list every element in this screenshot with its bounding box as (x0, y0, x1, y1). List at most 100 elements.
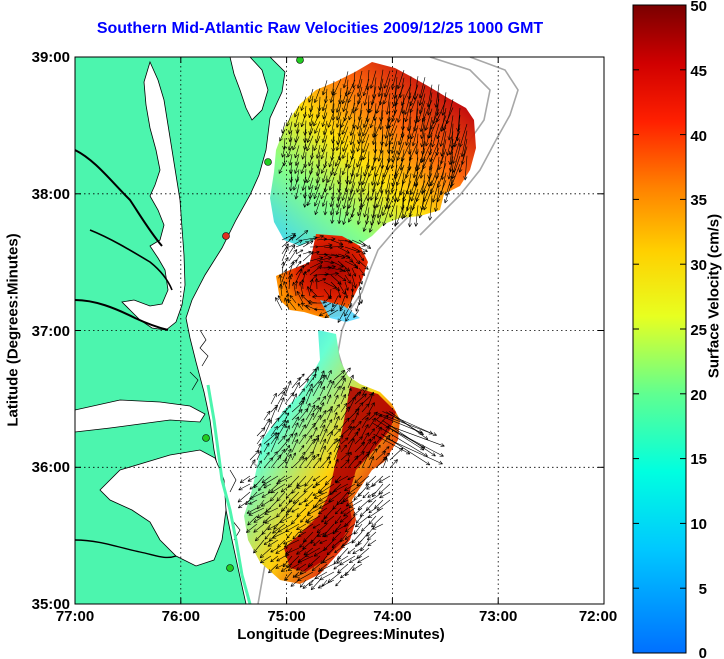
velocity-arrow (287, 275, 292, 290)
velocity-arrow (312, 475, 321, 482)
velocity-arrow (347, 483, 363, 495)
velocity-arrow (459, 123, 468, 148)
velocity-arrow (367, 539, 377, 547)
velocity-arrow (296, 563, 307, 571)
velocity-arrow (299, 579, 307, 588)
velocity-arrow (319, 539, 328, 544)
velocity-arrow (326, 380, 335, 397)
y-tick-label: 38:00 (32, 186, 70, 203)
velocity-arrow (305, 451, 315, 461)
velocity-arrow (333, 375, 345, 389)
velocity-arrow (354, 539, 363, 547)
velocity-arrow (290, 579, 300, 587)
velocity-arrow (281, 269, 288, 283)
velocity-arrow (382, 457, 388, 469)
velocity-arrow (362, 134, 370, 153)
velocity-arrow (272, 523, 286, 534)
velocity-arrow (291, 456, 305, 469)
velocity-arrow (361, 453, 370, 469)
velocity-arrow (296, 547, 307, 555)
velocity-arrow (335, 191, 342, 208)
velocity-arrow (373, 412, 423, 434)
station-marker (264, 158, 272, 166)
velocity-arrow (314, 200, 321, 215)
velocity-arrow (351, 274, 357, 289)
velocity-arrow (337, 281, 346, 295)
velocity-arrow (347, 87, 356, 104)
velocity-arrow (247, 515, 258, 526)
albemarle-sound (75, 399, 206, 433)
velocity-arrow (340, 110, 349, 128)
velocity-arrow (349, 126, 356, 146)
velocity-arrow (324, 309, 339, 319)
velocity-arrow (403, 196, 412, 219)
velocity-arrow (434, 188, 440, 212)
velocity-arrow (333, 370, 346, 381)
velocity-arrow (308, 105, 314, 119)
velocity-arrow (380, 433, 431, 466)
velocity-arrow (361, 126, 370, 144)
velocity-arrow (319, 374, 327, 389)
velocity-arrow (312, 294, 325, 299)
velocity-arrow (288, 121, 293, 135)
velocity-arrow (309, 278, 314, 290)
velocity-arrow (333, 415, 340, 429)
velocity-arrow (384, 116, 391, 139)
velocity-arrow (300, 96, 307, 111)
velocity-arrow (263, 483, 272, 489)
velocity-arrow (361, 438, 372, 453)
y-axis-label: Latitude (Degrees:Minutes) (4, 233, 22, 427)
velocity-arrow (313, 547, 328, 557)
velocity-arrow (300, 279, 305, 290)
velocity-arrow (361, 412, 371, 421)
velocity-arrow (283, 281, 290, 297)
velocity-arrow (326, 547, 335, 556)
velocity-arrow (340, 452, 350, 461)
velocity-arrow (384, 174, 391, 194)
velocity-arrow (270, 432, 280, 445)
velocity-arrow (376, 419, 425, 451)
velocity-arrow (288, 234, 297, 241)
velocity-arrow (288, 176, 293, 192)
velocity-arrow (361, 417, 369, 429)
velocity-arrow (253, 515, 265, 523)
velocity-arrow (352, 547, 363, 555)
velocity-arrow (292, 531, 300, 540)
x-tick-label: 75:00 (267, 608, 305, 625)
velocity-arrow (330, 208, 335, 224)
velocity-arrow (348, 102, 356, 121)
velocity-arrow (340, 437, 349, 445)
axis-ticks (75, 57, 604, 604)
velocity-arrow (323, 200, 328, 216)
velocity-arrow (306, 128, 314, 143)
velocity-arrow (305, 435, 313, 445)
velocity-arrow (340, 459, 350, 469)
velocity-arrow (298, 373, 305, 381)
velocity-arrow (341, 182, 349, 201)
velocity-arrow (358, 260, 369, 270)
velocity-arrow (354, 475, 363, 484)
velocity-arrow (354, 420, 362, 429)
velocity-arrow (312, 397, 321, 405)
velocity-arrow (297, 555, 314, 564)
velocity-arrow (337, 309, 346, 323)
velocity-arrow (312, 523, 321, 529)
velocity-arrow (314, 121, 321, 134)
velocity-arrow (249, 499, 258, 505)
velocity-arrow (320, 143, 328, 160)
velocity-arrow (333, 428, 342, 437)
velocity-arrow (353, 491, 363, 501)
velocity-arrow (355, 302, 360, 312)
x-axis-label-text: Longitude (Degrees:Minutes) (237, 626, 445, 643)
velocity-arrow (369, 182, 377, 201)
velocity-arrow (302, 251, 314, 262)
velocity-arrow (368, 435, 376, 445)
velocity-arrow (277, 523, 293, 533)
velocity-arrow (284, 445, 291, 453)
velocity-arrow (253, 539, 265, 554)
velocity-arrow (358, 239, 372, 249)
colorbar-tick-label: 35 (690, 192, 707, 209)
velocity-arrow (280, 563, 293, 572)
velocity-arrow (367, 531, 377, 541)
velocity-arrow (322, 555, 335, 564)
